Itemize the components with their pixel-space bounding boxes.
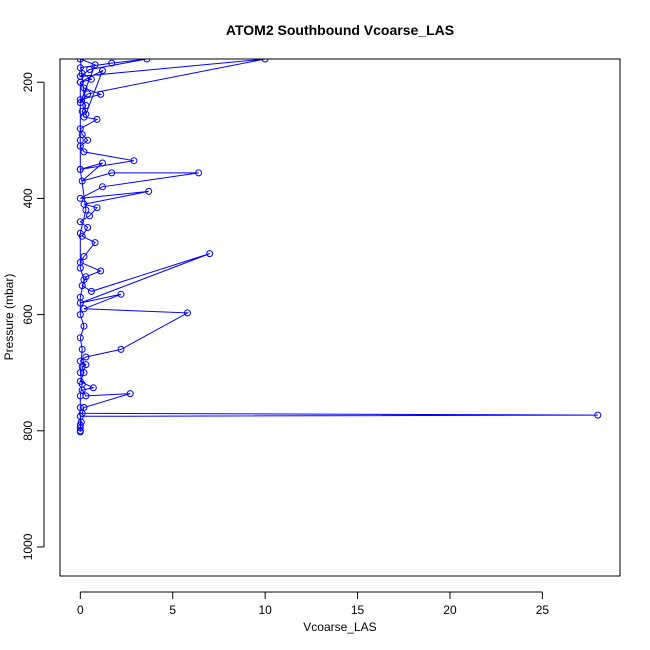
data-point	[76, 334, 84, 342]
x-tick-label: 10	[258, 603, 272, 617]
data-point	[76, 293, 84, 301]
data-point	[195, 169, 203, 177]
data-point	[99, 159, 106, 167]
data-point	[84, 224, 92, 231]
data-point	[108, 169, 116, 177]
data-point	[76, 165, 84, 173]
data-point	[97, 90, 105, 98]
plot-frame	[59, 58, 621, 577]
data-point	[87, 287, 95, 295]
data-point	[99, 183, 106, 191]
data-point	[76, 392, 84, 400]
data-point	[76, 311, 84, 319]
data-point	[80, 322, 88, 330]
axes-layer: 0 5 10 15 20 25 200 400 600 800 1000	[21, 72, 549, 617]
y-axis-label: Pressure (mbar)	[2, 274, 16, 361]
data-point	[97, 267, 105, 275]
data-point	[78, 380, 86, 388]
data-point	[82, 206, 90, 214]
x-axis-label: Vcoarse_LAS	[303, 620, 376, 634]
y-tick-label: 600	[21, 304, 35, 324]
data-point	[86, 212, 94, 220]
data-point	[143, 59, 151, 63]
data-point	[76, 78, 84, 86]
data-point	[130, 157, 138, 165]
data-point	[76, 125, 84, 133]
data-point	[594, 411, 602, 419]
x-tick-label: 15	[351, 603, 365, 617]
data-point	[126, 390, 134, 398]
data-point	[84, 136, 92, 144]
data-point	[108, 59, 116, 67]
x-tick-label: 5	[169, 603, 176, 617]
data-point	[89, 384, 97, 392]
data-point	[206, 250, 214, 258]
data-point	[76, 421, 84, 429]
x-tick-label: 20	[443, 603, 457, 617]
data-point	[80, 148, 88, 156]
data-point	[145, 187, 153, 195]
data-point	[76, 428, 84, 436]
data-point	[80, 276, 88, 284]
data-point	[76, 59, 84, 63]
data-point	[80, 404, 88, 411]
data-point	[76, 264, 84, 272]
data-point	[84, 90, 92, 98]
data-point	[80, 253, 88, 260]
data-point	[76, 64, 84, 72]
x-tick-label: 25	[536, 603, 550, 617]
data-point	[76, 229, 84, 237]
series-line	[78, 59, 598, 432]
y-tick-label: 800	[21, 420, 35, 440]
y-tick-label: 1000	[21, 533, 35, 560]
data-point	[184, 309, 191, 317]
data-point	[80, 84, 88, 92]
data-point	[76, 194, 84, 202]
y-tick-label: 400	[21, 188, 35, 208]
data-point	[99, 67, 106, 75]
data-point	[117, 290, 125, 298]
data-point	[76, 369, 84, 377]
data-point	[76, 96, 84, 104]
data-series-layer	[76, 59, 602, 436]
data-point	[78, 345, 86, 353]
x-tick-label: 0	[77, 603, 84, 617]
data-point	[91, 61, 99, 69]
data-point	[76, 357, 84, 365]
data-point	[76, 99, 84, 107]
data-point	[82, 110, 90, 118]
data-point	[76, 136, 84, 144]
y-tick-label: 200	[21, 72, 35, 92]
data-point	[82, 102, 90, 109]
data-point	[76, 404, 84, 411]
data-point	[78, 177, 86, 185]
data-point	[93, 204, 101, 212]
data-point	[261, 59, 269, 63]
chart-title: ATOM2 Southbound Vcoarse_LAS	[226, 22, 454, 38]
data-point	[76, 218, 84, 226]
data-point	[87, 75, 95, 83]
data-point	[117, 345, 125, 353]
data-point	[91, 239, 99, 247]
data-point	[82, 361, 90, 369]
data-point	[86, 66, 94, 73]
data-point	[82, 353, 90, 361]
data-point	[93, 115, 101, 123]
data-point	[80, 305, 88, 313]
